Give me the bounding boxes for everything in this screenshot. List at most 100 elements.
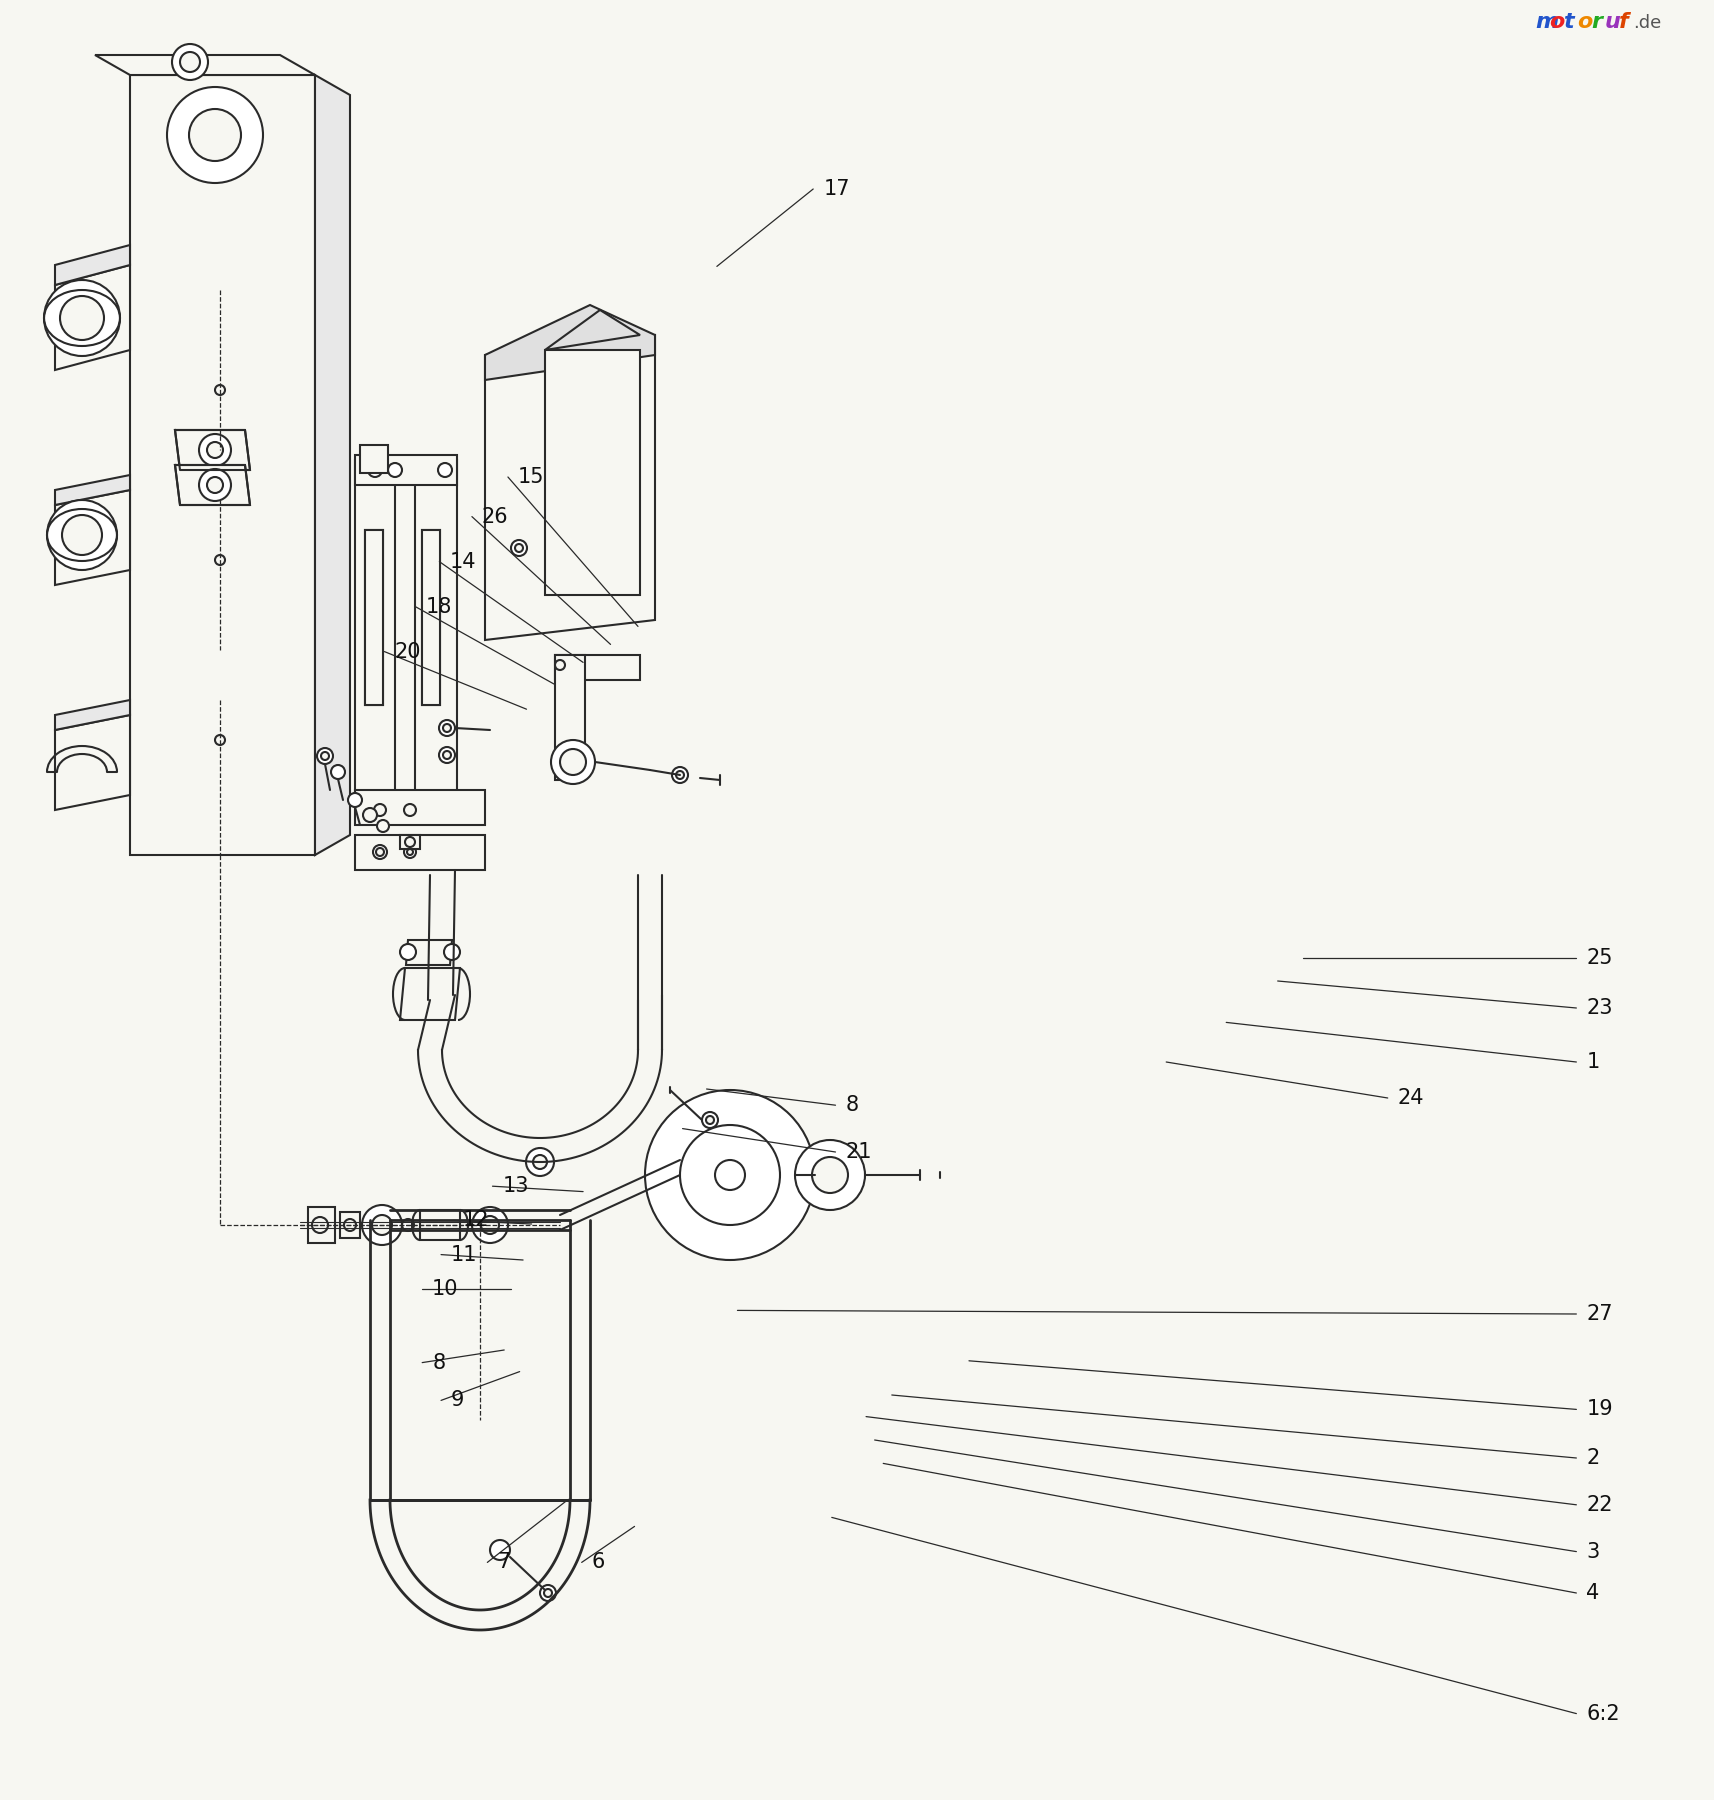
Circle shape: [405, 846, 417, 859]
Text: 11: 11: [451, 1244, 476, 1265]
Circle shape: [180, 52, 201, 72]
Circle shape: [214, 734, 225, 745]
Circle shape: [166, 86, 262, 184]
Circle shape: [706, 1116, 713, 1123]
Text: 7: 7: [497, 1552, 511, 1573]
Polygon shape: [339, 1211, 360, 1238]
Polygon shape: [55, 475, 130, 506]
Circle shape: [375, 848, 384, 857]
Text: 1: 1: [1585, 1051, 1599, 1073]
Circle shape: [348, 794, 362, 806]
Circle shape: [560, 749, 586, 776]
Circle shape: [46, 500, 117, 571]
Text: 20: 20: [394, 641, 420, 662]
Circle shape: [207, 443, 223, 457]
Circle shape: [811, 1157, 847, 1193]
Circle shape: [362, 1204, 401, 1246]
Text: 9: 9: [451, 1390, 464, 1411]
Bar: [399, 835, 420, 850]
Circle shape: [374, 805, 386, 815]
Circle shape: [171, 43, 207, 79]
Polygon shape: [309, 1208, 334, 1244]
Polygon shape: [55, 490, 130, 585]
Text: 21: 21: [845, 1141, 871, 1163]
Circle shape: [533, 1156, 547, 1168]
Circle shape: [399, 943, 417, 959]
Polygon shape: [175, 430, 250, 470]
Circle shape: [442, 751, 451, 760]
Text: m: m: [1534, 13, 1556, 32]
Bar: [415, 461, 456, 799]
Text: 10: 10: [432, 1278, 458, 1300]
Circle shape: [675, 770, 684, 779]
Circle shape: [345, 1219, 357, 1231]
Circle shape: [437, 463, 452, 477]
Bar: [365, 529, 382, 706]
Circle shape: [387, 463, 401, 477]
Polygon shape: [406, 940, 452, 965]
Polygon shape: [485, 304, 655, 380]
Circle shape: [372, 844, 387, 859]
Polygon shape: [555, 655, 584, 779]
Bar: [360, 445, 387, 473]
Text: 19: 19: [1585, 1399, 1613, 1420]
Polygon shape: [315, 76, 350, 855]
Circle shape: [490, 1541, 509, 1561]
Text: 18: 18: [425, 596, 451, 617]
Circle shape: [514, 544, 523, 553]
Circle shape: [321, 752, 329, 760]
Circle shape: [680, 1125, 780, 1226]
Text: 24: 24: [1397, 1087, 1423, 1109]
Polygon shape: [545, 310, 639, 349]
Text: o: o: [1548, 13, 1563, 32]
Circle shape: [60, 295, 105, 340]
Text: 6: 6: [591, 1552, 605, 1573]
Circle shape: [526, 1148, 554, 1175]
Text: 15: 15: [518, 466, 543, 488]
Bar: [545, 349, 639, 596]
Text: 3: 3: [1585, 1541, 1599, 1562]
Bar: [422, 529, 440, 706]
Circle shape: [444, 943, 459, 959]
Circle shape: [439, 747, 454, 763]
Circle shape: [199, 434, 231, 466]
Polygon shape: [399, 968, 459, 1021]
Circle shape: [555, 661, 564, 670]
Circle shape: [795, 1139, 864, 1210]
Circle shape: [369, 463, 382, 477]
Text: 26: 26: [482, 506, 509, 527]
Circle shape: [701, 1112, 718, 1129]
Circle shape: [480, 1217, 499, 1235]
Circle shape: [471, 1208, 507, 1244]
Circle shape: [189, 110, 242, 160]
Polygon shape: [420, 1210, 459, 1240]
Text: 27: 27: [1585, 1303, 1611, 1325]
Circle shape: [331, 765, 345, 779]
Polygon shape: [555, 655, 639, 680]
Polygon shape: [175, 464, 250, 506]
Circle shape: [214, 554, 225, 565]
Bar: [422, 529, 440, 706]
Circle shape: [439, 720, 454, 736]
Bar: [365, 529, 382, 706]
Polygon shape: [94, 56, 315, 76]
Text: 2: 2: [1585, 1447, 1599, 1469]
Circle shape: [405, 837, 415, 848]
Circle shape: [715, 1159, 744, 1190]
Circle shape: [644, 1091, 814, 1260]
Circle shape: [62, 515, 101, 554]
Circle shape: [442, 724, 451, 733]
Bar: [355, 835, 485, 869]
Circle shape: [550, 740, 595, 785]
Circle shape: [511, 540, 526, 556]
Circle shape: [312, 1217, 327, 1233]
Text: f: f: [1618, 13, 1628, 32]
Circle shape: [214, 385, 225, 394]
Circle shape: [199, 470, 231, 500]
Text: 4: 4: [1585, 1582, 1599, 1604]
Text: 6:2: 6:2: [1585, 1703, 1620, 1724]
Polygon shape: [55, 715, 130, 810]
Text: o: o: [1575, 13, 1591, 32]
Text: 23: 23: [1585, 997, 1611, 1019]
Circle shape: [406, 850, 413, 855]
